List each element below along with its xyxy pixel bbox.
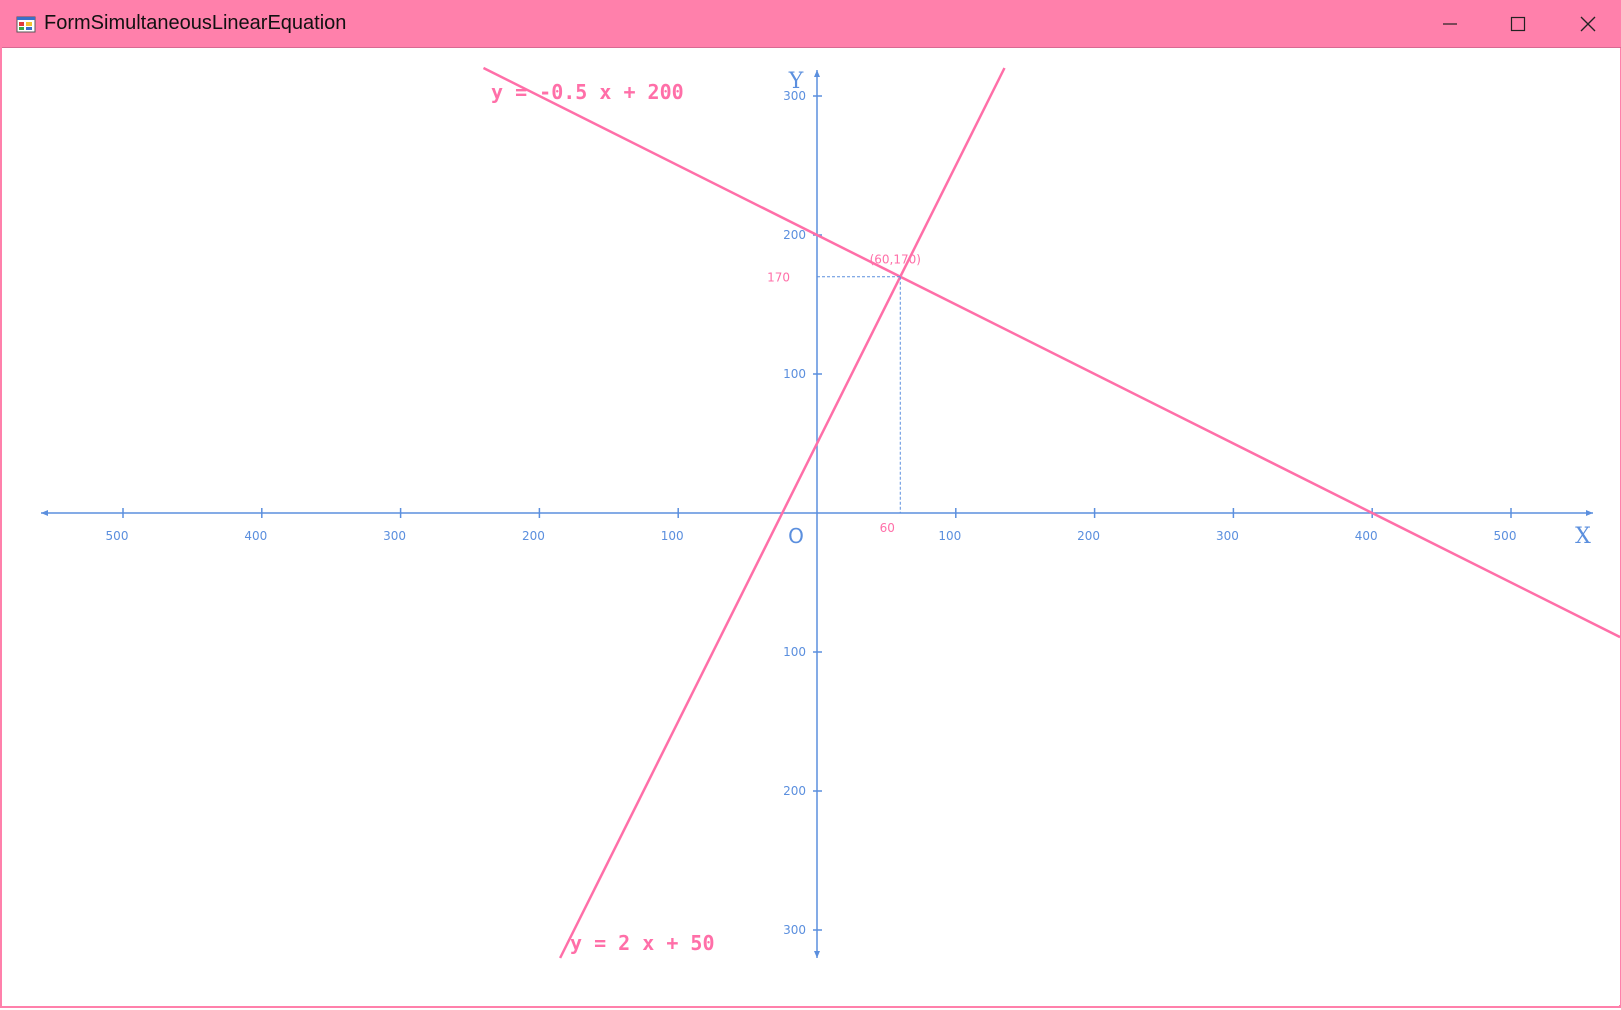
y-tick-label: 300 [783,923,806,937]
equation-line-2 [559,67,1006,959]
graph-canvas: 500 400 300 200 100 100 200 300 400 500 300 200 100 1… [5,48,1621,1005]
x-tick-label: 200 [522,529,545,543]
x-tick-label: 500 [1494,529,1517,543]
origin-label: O [788,524,804,548]
y-tick-label: 300 [783,89,806,103]
x-tick-label: 400 [244,529,267,543]
x-axis-arrow-right [1586,510,1593,516]
close-button[interactable] [1554,0,1621,47]
y-axis-arrow-bottom [814,951,820,958]
equation-label-2: y = 2 x + 50 [570,931,715,955]
intersection-x-label: 60 [880,521,895,535]
x-tick-label: 100 [938,529,961,543]
x-axis-arrow-left [41,510,48,516]
winforms-app-icon [16,16,36,33]
x-tick-label: 100 [661,529,684,543]
x-tick-label: 400 [1355,529,1378,543]
equation-label-1: y = -0.5 x + 200 [491,80,684,104]
x-tick-label: 300 [383,529,406,543]
x-axis-label: X [1575,524,1591,549]
maximize-button[interactable] [1484,0,1552,47]
minimize-button[interactable] [1416,0,1484,47]
intersection-y-label: 170 [767,271,790,285]
y-tick-label: 100 [783,367,806,381]
y-tick-label: 200 [783,784,806,798]
graph-svg: 500 400 300 200 100 100 200 300 400 500 300 200 100 1… [41,66,1621,959]
maximize-icon [1510,16,1526,31]
title-bar[interactable]: FormSimultaneousLinearEquation [2,0,1621,48]
close-icon [1580,16,1596,31]
y-axis-arrow-top [814,70,820,77]
x-tick-label: 200 [1077,529,1100,543]
x-tick-label: 500 [106,529,129,543]
minimize-icon [1443,22,1457,25]
y-tick-label: 200 [783,228,806,242]
x-tick-label: 300 [1216,529,1239,543]
intersection-point-label: (60,170) [870,253,921,267]
y-tick-label: 100 [783,645,806,659]
y-axis-label: Y [788,69,804,94]
window-title: FormSimultaneousLinearEquation [44,12,347,34]
equation-line-1 [482,66,1621,639]
